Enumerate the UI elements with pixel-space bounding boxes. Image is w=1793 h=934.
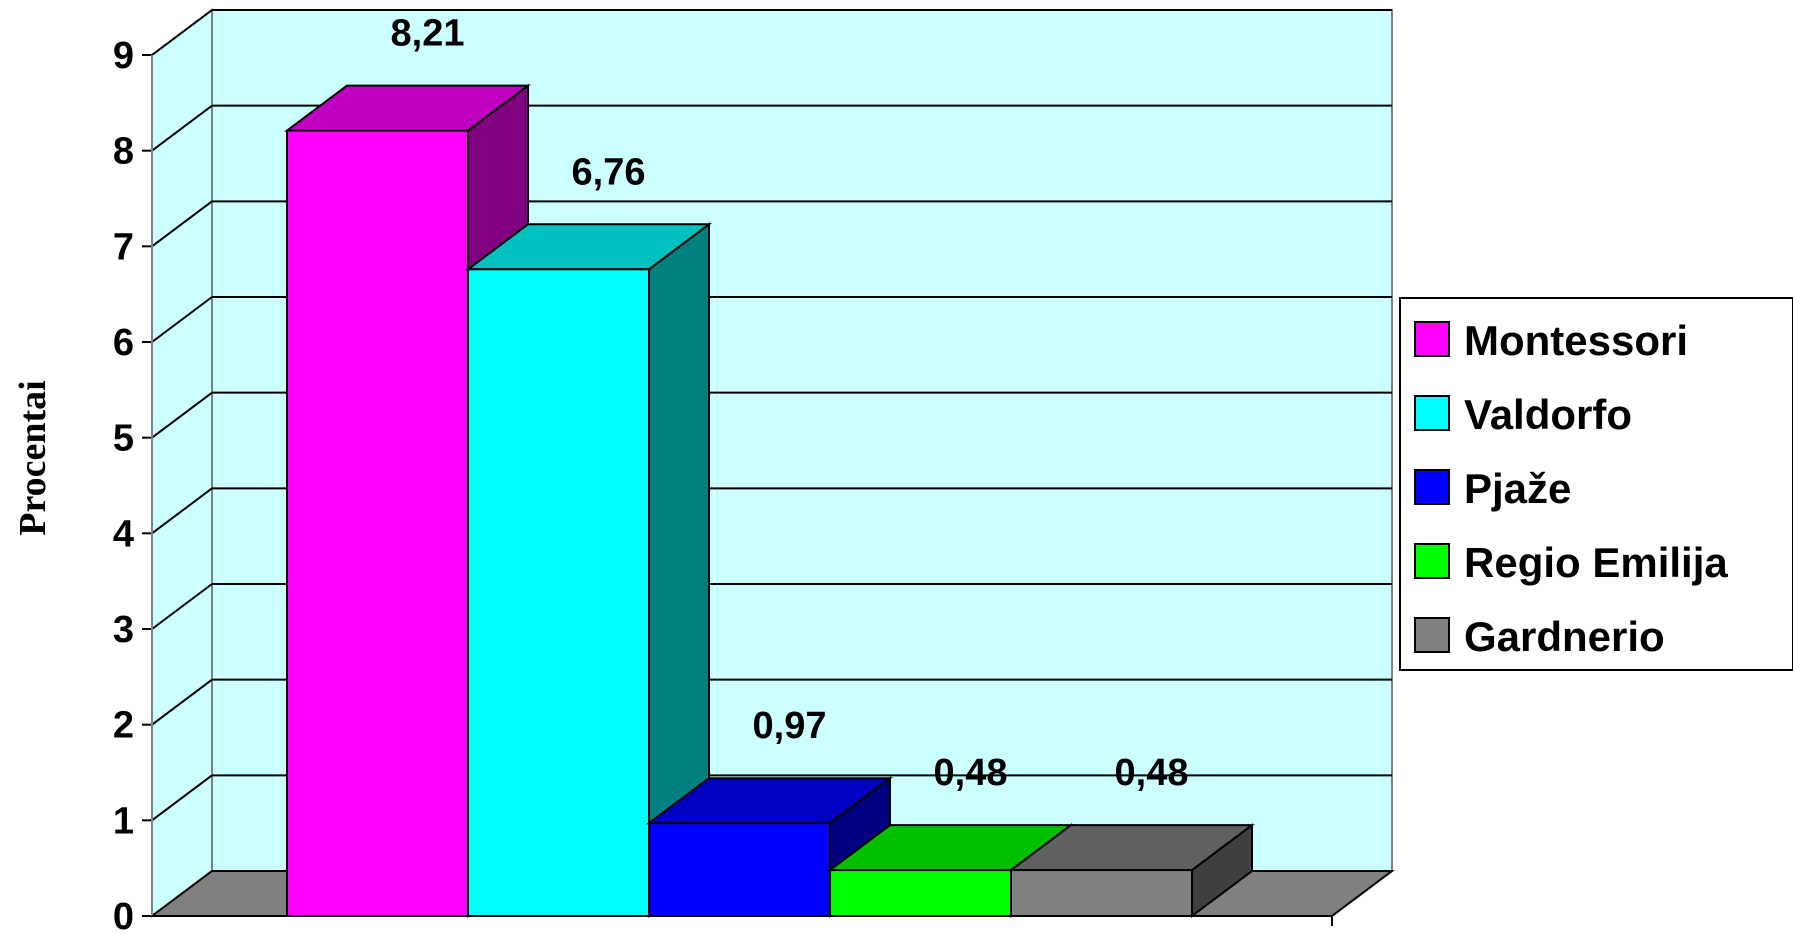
gridline-side: [151, 774, 213, 822]
y-tick-label: 6: [113, 322, 134, 364]
legend-entry: Pjaže: [1464, 465, 1571, 512]
data-labels: 8,21 6,76 0,97 0,48 0,48: [391, 13, 1189, 795]
gridline-side: [151, 104, 213, 152]
bar-gardnerio: [1008, 823, 1255, 918]
data-label: 0,48: [934, 752, 1008, 794]
gridline-side: [151, 296, 213, 343]
y-tick-label: 2: [113, 705, 134, 747]
y-tick-label: 1: [113, 800, 134, 842]
data-label: 6,76: [572, 151, 646, 193]
data-label: 0,97: [753, 705, 827, 747]
bars: [283, 83, 1255, 918]
data-label: 0,48: [1115, 752, 1189, 794]
gridline-side: [151, 487, 213, 535]
bar-front: [1010, 869, 1193, 918]
y-tick-label: 4: [113, 513, 134, 555]
y-tick-label: 5: [113, 418, 134, 460]
legend-swatch: [1414, 617, 1450, 653]
bar-front: [467, 268, 650, 917]
y-tick-label: 3: [113, 609, 134, 651]
side-wall: [151, 8, 213, 918]
y-tick-label: 8: [113, 131, 134, 173]
y-tick-label: 0: [113, 896, 134, 934]
y-axis-label: Procentai: [12, 380, 54, 535]
legend-swatch: [1414, 395, 1450, 431]
legend: Montessori Valdorfo Pjaže Regio Emilija Gard…: [1399, 297, 1793, 671]
data-label: 8,21: [391, 13, 465, 55]
gridline-side: [151, 678, 213, 726]
bar-front: [286, 129, 469, 917]
legend-entry: Valdorfo: [1464, 391, 1632, 438]
bar-valdorfo: [465, 222, 712, 918]
legend-swatch: [1414, 321, 1450, 357]
legend-entry: Regio Emilija: [1464, 539, 1728, 586]
gridline-side: [151, 9, 213, 56]
legend-box: [1399, 297, 1793, 671]
y-tick-label: 7: [113, 226, 134, 268]
legend-entry: Gardnerio: [1464, 613, 1665, 660]
gridline-side: [151, 583, 213, 630]
gridline-side: [151, 391, 213, 439]
legend-entry: Montessori: [1464, 317, 1688, 364]
legend-swatch: [1414, 469, 1450, 505]
gridline-side: [151, 200, 213, 248]
bar-front: [829, 869, 1012, 918]
y-tick-label: 9: [113, 35, 134, 77]
legend-swatch: [1414, 543, 1450, 579]
bar-front: [648, 822, 831, 917]
